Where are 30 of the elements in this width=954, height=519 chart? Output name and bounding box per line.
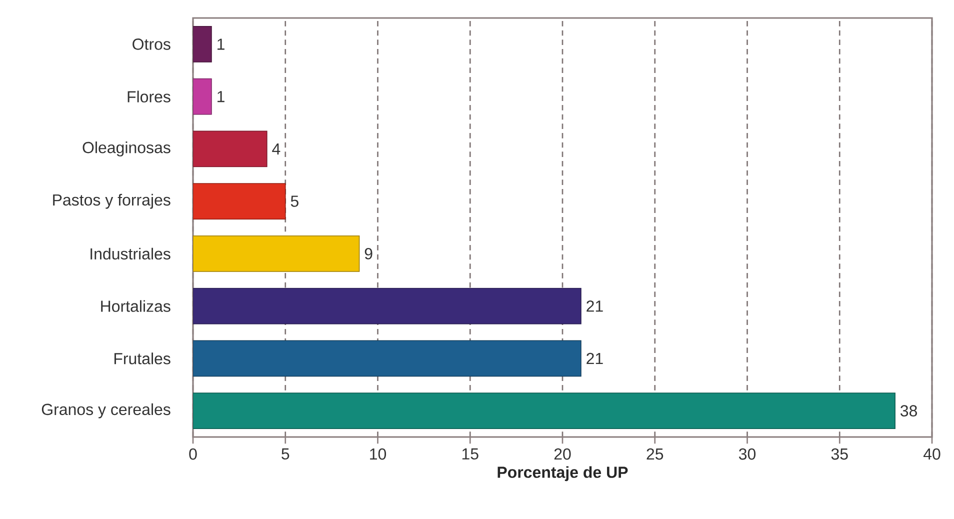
x-tick-label: 10 bbox=[370, 448, 386, 460]
bar bbox=[193, 340, 582, 377]
x-tick-label: 25 bbox=[646, 448, 664, 460]
bar bbox=[193, 78, 212, 115]
y-tick-label: Granos y cereales bbox=[42, 403, 170, 418]
data-label: 38 bbox=[900, 405, 917, 416]
x-tick-label: 30 bbox=[738, 448, 756, 460]
x-tick-label: 20 bbox=[554, 448, 571, 460]
y-tick-label: Hortalizas bbox=[101, 300, 170, 312]
y-tick-label: Frutales bbox=[114, 352, 170, 364]
data-label: 4 bbox=[272, 143, 280, 154]
y-tick-label: Industriales bbox=[90, 248, 170, 260]
y-tick-label: Pastos y forrajes bbox=[53, 194, 170, 209]
y-tick-label: Oleaginosas bbox=[82, 141, 170, 156]
y-tick-label: Otros bbox=[132, 38, 170, 50]
x-axis-title: Porcentaje de UP bbox=[498, 466, 628, 482]
data-label: 5 bbox=[290, 196, 298, 207]
bar bbox=[193, 130, 268, 168]
x-tick-label: 15 bbox=[462, 448, 478, 460]
y-tick-label: Flores bbox=[128, 90, 170, 102]
data-label: 1 bbox=[218, 38, 224, 50]
data-label: 1 bbox=[218, 91, 224, 102]
data-label: 21 bbox=[586, 300, 603, 312]
x-tick-label: 35 bbox=[831, 448, 848, 460]
x-tick-label: 5 bbox=[282, 448, 290, 460]
x-tick-label: 0 bbox=[189, 448, 197, 460]
x-tick-label: 40 bbox=[923, 448, 940, 460]
data-label: 9 bbox=[364, 248, 372, 260]
bar bbox=[193, 26, 212, 62]
data-label: 21 bbox=[586, 352, 603, 364]
